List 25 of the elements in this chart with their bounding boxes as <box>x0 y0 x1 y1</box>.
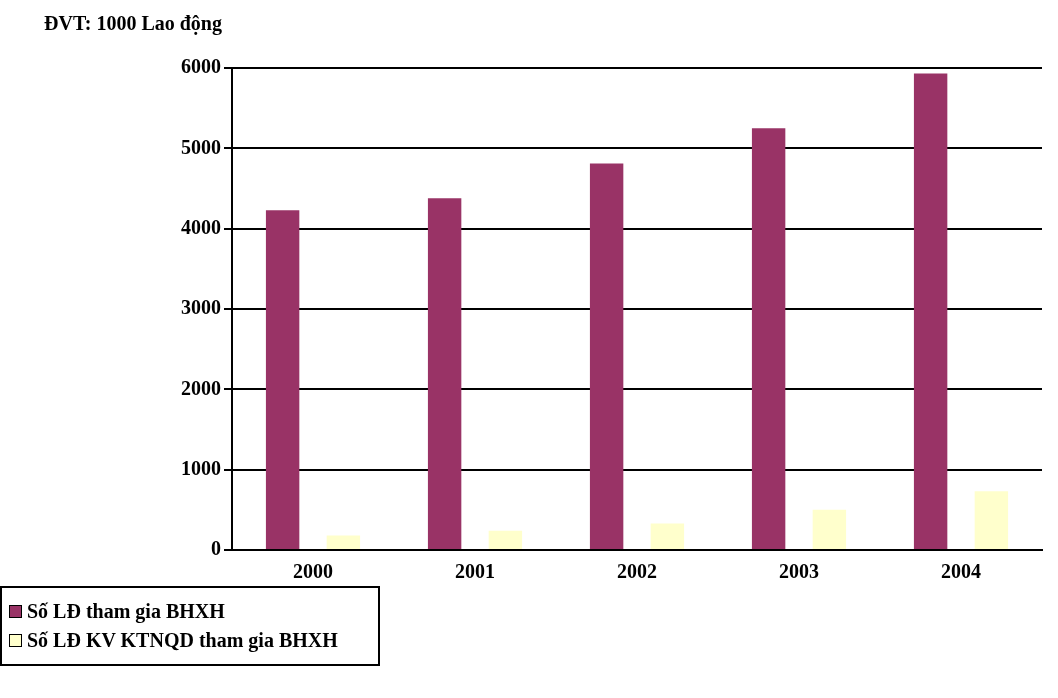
bar <box>427 198 462 549</box>
bar <box>326 535 361 549</box>
y-tick-label: 6000 <box>181 55 221 78</box>
legend-label: Số LĐ KV KTNQD tham gia BHXH <box>27 629 338 652</box>
y-tick-label: 4000 <box>181 215 221 238</box>
y-tick-label: 1000 <box>181 456 221 479</box>
bar <box>265 210 300 549</box>
bar <box>650 523 685 549</box>
y-tick-label: 0 <box>211 537 221 560</box>
bar <box>812 509 847 549</box>
bar <box>913 73 948 549</box>
bar <box>974 491 1009 549</box>
y-tick-label: 3000 <box>181 296 221 319</box>
bar <box>488 530 523 549</box>
x-tick-label: 2002 <box>617 560 657 583</box>
legend-label: Số LĐ tham gia BHXH <box>27 600 225 623</box>
y-tick-label: 5000 <box>181 135 221 158</box>
x-tick-label: 2000 <box>293 560 333 583</box>
x-tick-label: 2003 <box>779 560 819 583</box>
y-tick-label: 2000 <box>181 376 221 399</box>
bar <box>589 163 624 549</box>
y-axis-title: ĐVT: 1000 Lao động <box>43 11 223 37</box>
x-tick-label: 2001 <box>455 560 495 583</box>
x-tick-label: 2004 <box>941 560 981 583</box>
bar <box>751 128 786 549</box>
